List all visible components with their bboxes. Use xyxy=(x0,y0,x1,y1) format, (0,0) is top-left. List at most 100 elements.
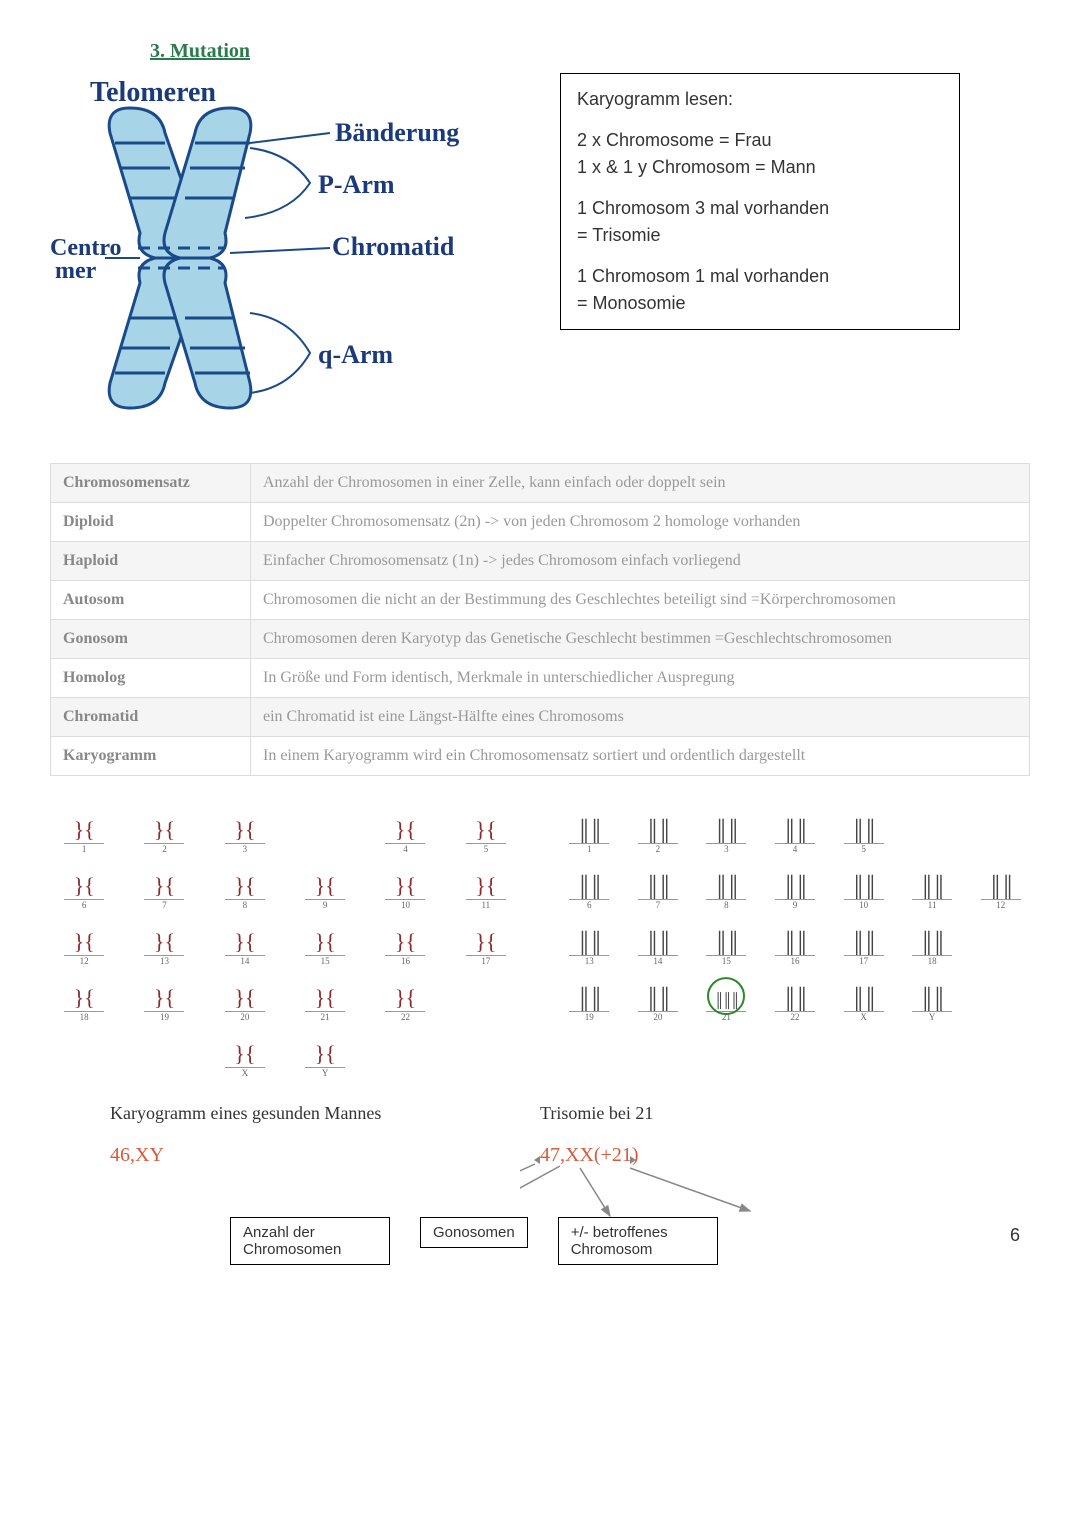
karyo-cell: }{22 xyxy=(371,974,439,1022)
karyo-cell xyxy=(452,974,520,1022)
karyo-cell xyxy=(903,806,962,854)
table-row: AutosomChromosomen die nicht an der Best… xyxy=(51,581,1030,620)
karyo-cell xyxy=(50,1030,118,1078)
karyo-cell: ║║5 xyxy=(834,806,893,854)
karyogram-left: }{1}{2}{3}{4}{5}{6}{7}{8}{9}{10}{11}{12}… xyxy=(50,806,520,1078)
karyo-cell: ║║1 xyxy=(560,806,619,854)
table-row: DiploidDoppelter Chromosomensatz (2n) ->… xyxy=(51,503,1030,542)
karyo-cell xyxy=(452,1030,520,1078)
def-cell: Chromosomen deren Karyotyp das Genetisch… xyxy=(251,620,1030,659)
karyo-cell: ║║14 xyxy=(629,918,688,966)
label-parm: P-Arm xyxy=(318,170,395,199)
karyo-cell: }{12 xyxy=(50,918,118,966)
info-title: Karyogramm lesen: xyxy=(577,86,943,113)
top-row: Telomeren Bänderung P-Arm Chromatid q-Ar… xyxy=(50,73,1030,433)
karyo-cell: ║║16 xyxy=(766,918,825,966)
table-row: KaryogrammIn einem Karyogramm wird ein C… xyxy=(51,737,1030,776)
term-cell: Haploid xyxy=(51,542,251,581)
info-box: Karyogramm lesen: 2 x Chromosome = Frau1… xyxy=(560,73,960,330)
def-cell: Chromosomen die nicht an der Bestimmung … xyxy=(251,581,1030,620)
karyo-cell: ║║Y xyxy=(903,974,962,1022)
karyo-cell: }{5 xyxy=(452,806,520,854)
karyo-cell: ║║17 xyxy=(834,918,893,966)
term-cell: Karyogramm xyxy=(51,737,251,776)
def-cell: ein Chromatid ist eine Längst-Hälfte ein… xyxy=(251,698,1030,737)
karyo-cell: ║║3 xyxy=(697,806,756,854)
karyograms-row: }{1}{2}{3}{4}{5}{6}{7}{8}{9}{10}{11}{12}… xyxy=(50,806,1030,1078)
karyo-cell: ║║19 xyxy=(560,974,619,1022)
table-row: Chromatidein Chromatid ist eine Längst-H… xyxy=(51,698,1030,737)
section-heading: 3. Mutation xyxy=(150,40,1030,63)
karyo-cell: }{6 xyxy=(50,862,118,910)
term-cell: Autosom xyxy=(51,581,251,620)
karyo-cell: }{3 xyxy=(211,806,279,854)
karyo-cell: }{1 xyxy=(50,806,118,854)
def-cell: Einfacher Chromosomensatz (1n) -> jedes … xyxy=(251,542,1030,581)
chromosome-diagram: Telomeren Bänderung P-Arm Chromatid q-Ar… xyxy=(50,73,530,433)
karyo-cell: }{7 xyxy=(130,862,198,910)
karyo-cell: ║║9 xyxy=(766,862,825,910)
karyo-cell: }{4 xyxy=(371,806,439,854)
karyo-cell: }{X xyxy=(211,1030,279,1078)
definitions-table: ChromosomensatzAnzahl der Chromosomen in… xyxy=(50,463,1030,776)
notation-row: 46,XY 47,XX(+21) xyxy=(50,1144,1030,1167)
karyo-cell: ║║15 xyxy=(697,918,756,966)
karyo-cell: ║║2 xyxy=(629,806,688,854)
karyo-cell xyxy=(130,1030,198,1078)
def-cell: Doppelter Chromosomensatz (2n) -> von je… xyxy=(251,503,1030,542)
karyo-cell: ║║7 xyxy=(629,862,688,910)
term-cell: Homolog xyxy=(51,659,251,698)
karyo-cell: ║║18 xyxy=(903,918,962,966)
karyo-cell: }{13 xyxy=(130,918,198,966)
karyo-cell: ║║12 xyxy=(971,862,1030,910)
table-row: HomologIn Größe und Form identisch, Merk… xyxy=(51,659,1030,698)
karyo-cell: }{8 xyxy=(211,862,279,910)
term-cell: Diploid xyxy=(51,503,251,542)
table-row: HaploidEinfacher Chromosomensatz (1n) ->… xyxy=(51,542,1030,581)
term-cell: Chromatid xyxy=(51,698,251,737)
def-cell: In Größe und Form identisch, Merkmale in… xyxy=(251,659,1030,698)
karyo-cell: }{14 xyxy=(211,918,279,966)
karyo-cell xyxy=(971,806,1030,854)
label-telomeren: Telomeren xyxy=(90,77,216,108)
karyo-cell: ║║4 xyxy=(766,806,825,854)
label-box-2: Gonosomen xyxy=(420,1217,528,1248)
label-banderung: Bänderung xyxy=(335,118,459,147)
caption-right: Trisomie bei 21 xyxy=(540,1103,653,1123)
karyo-cell xyxy=(971,974,1030,1022)
arrows xyxy=(520,1156,920,1236)
karyo-cell: ║║10 xyxy=(834,862,893,910)
captions-row: Karyogramm eines gesunden Mannes Trisomi… xyxy=(50,1103,1030,1124)
notation-left: 46,XY xyxy=(110,1144,164,1166)
karyo-cell: }{10 xyxy=(371,862,439,910)
table-row: GonosomChromosomen deren Karyotyp das Ge… xyxy=(51,620,1030,659)
karyo-cell: ║║20 xyxy=(629,974,688,1022)
karyo-cell: ║║8 xyxy=(697,862,756,910)
karyo-cell: ║║X xyxy=(834,974,893,1022)
svg-text:mer: mer xyxy=(55,258,97,284)
karyo-cell: ║║11 xyxy=(903,862,962,910)
karyo-cell: }{Y xyxy=(291,1030,359,1078)
karyo-cell xyxy=(371,1030,439,1078)
table-row: ChromosomensatzAnzahl der Chromosomen in… xyxy=(51,464,1030,503)
label-chromatid: Chromatid xyxy=(332,232,455,261)
karyo-cell: }{9 xyxy=(291,862,359,910)
label-qarm: q-Arm xyxy=(318,340,393,369)
karyo-cell: }{19 xyxy=(130,974,198,1022)
info-line1: 2 x Chromosome = Frau1 x & 1 y Chromosom… xyxy=(577,127,943,181)
karyo-cell: }{18 xyxy=(50,974,118,1022)
karyogram-right: ║║1║║2║║3║║4║║5║║6║║7║║8║║9║║10║║11║║12║… xyxy=(560,806,1030,1078)
karyo-cell xyxy=(291,806,359,854)
karyo-cell: }{21 xyxy=(291,974,359,1022)
def-cell: In einem Karyogramm wird ein Chromosomen… xyxy=(251,737,1030,776)
def-cell: Anzahl der Chromosomen in einer Zelle, k… xyxy=(251,464,1030,503)
karyo-cell: }{16 xyxy=(371,918,439,966)
karyo-cell: ║║22 xyxy=(766,974,825,1022)
term-cell: Gonosom xyxy=(51,620,251,659)
karyo-cell: }{20 xyxy=(211,974,279,1022)
karyo-cell: ║║║21 xyxy=(697,974,756,1022)
term-cell: Chromosomensatz xyxy=(51,464,251,503)
karyo-cell: }{17 xyxy=(452,918,520,966)
karyo-cell: ║║13 xyxy=(560,918,619,966)
karyo-cell: }{15 xyxy=(291,918,359,966)
